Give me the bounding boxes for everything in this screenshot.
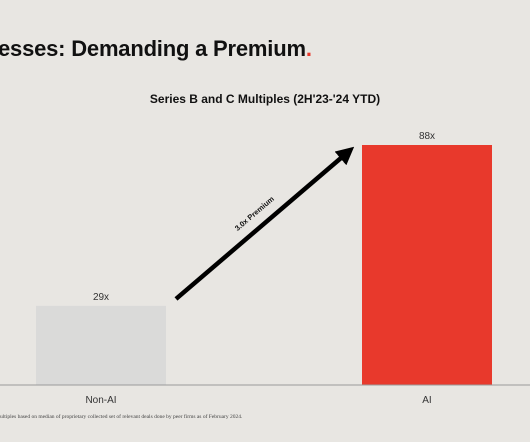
title-accent-dot: . xyxy=(305,36,312,61)
premium-arrow xyxy=(174,146,355,301)
category-label-non-ai: Non-AI xyxy=(85,395,116,406)
slide-title-text: esses: Demanding a Premium xyxy=(0,36,306,61)
value-label-non-ai: 29x xyxy=(93,292,109,303)
premium-annotation-label: 3.0x Premium xyxy=(233,194,276,233)
value-label-ai: 88x xyxy=(419,131,435,142)
chart-title: Series B and C Multiples (2H'23-'24 YTD) xyxy=(149,92,381,106)
bar-non-ai xyxy=(36,305,166,385)
footnote: ultiples based on median of proprietary … xyxy=(0,414,243,420)
category-label-ai: AI xyxy=(422,395,431,406)
bar-ai xyxy=(362,145,492,385)
slide-title: esses: Demanding a Premium. xyxy=(0,36,312,62)
